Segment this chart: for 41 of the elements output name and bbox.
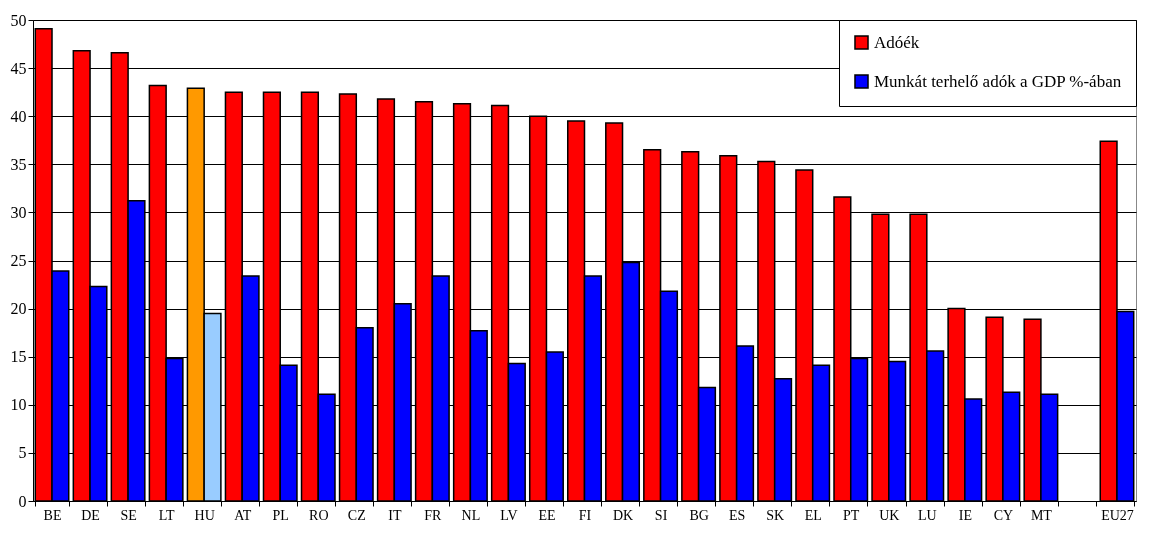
x-tick-label: UK — [879, 507, 900, 523]
y-tick-label: 5 — [18, 444, 27, 462]
x-tick-label: SE — [120, 507, 137, 523]
x-tick-label: LU — [917, 507, 937, 523]
x-tick-label: EL — [804, 507, 822, 523]
y-tick-label: 10 — [10, 396, 27, 414]
y-tick-label: 25 — [10, 252, 27, 269]
x-tick-label: IE — [958, 507, 972, 523]
x-tick-label: RO — [309, 507, 329, 523]
x-tick-label: ES — [728, 507, 746, 523]
x-tick-label: SI — [654, 507, 668, 523]
y-tick-label: 0 — [18, 492, 27, 510]
y-tick-label: 20 — [10, 300, 27, 318]
y-tick-label: 40 — [10, 107, 27, 125]
x-tick-label: PL — [272, 507, 289, 523]
x-tick-label: EU27 — [1101, 507, 1134, 523]
y-tick-label: 35 — [10, 155, 27, 173]
y-tick-label: 15 — [10, 348, 27, 366]
x-tick-label: DK — [612, 507, 634, 523]
x-tick-label: BE — [43, 507, 62, 523]
x-tick-label: EE — [538, 507, 556, 523]
y-tick-label: 45 — [10, 59, 27, 77]
x-tick-label: HU — [194, 507, 215, 523]
x-tick-label: SK — [766, 507, 785, 523]
x-tick-label: AT — [234, 507, 252, 523]
x-tick-label: BG — [689, 507, 709, 523]
x-tick-label: FI — [578, 507, 592, 523]
legend-label: Munkát terhelő adók a GDP %-ában — [874, 71, 1122, 91]
x-tick-label: FR — [424, 507, 443, 523]
x-tick-label: CZ — [347, 507, 366, 523]
y-tick-label: 50 — [10, 11, 27, 29]
x-tick-label: LV — [500, 507, 518, 523]
x-tick-label: PT — [843, 507, 860, 523]
x-tick-label: CY — [993, 507, 1014, 523]
legend-label: Adóék — [874, 32, 920, 52]
x-tick-label: MT — [1030, 507, 1053, 523]
y-tick-label: 30 — [10, 203, 27, 221]
x-tick-label: DE — [81, 507, 100, 523]
x-tick-label: NL — [461, 507, 481, 523]
x-tick-label: LT — [158, 507, 175, 523]
x-tick-label: IT — [388, 507, 402, 523]
